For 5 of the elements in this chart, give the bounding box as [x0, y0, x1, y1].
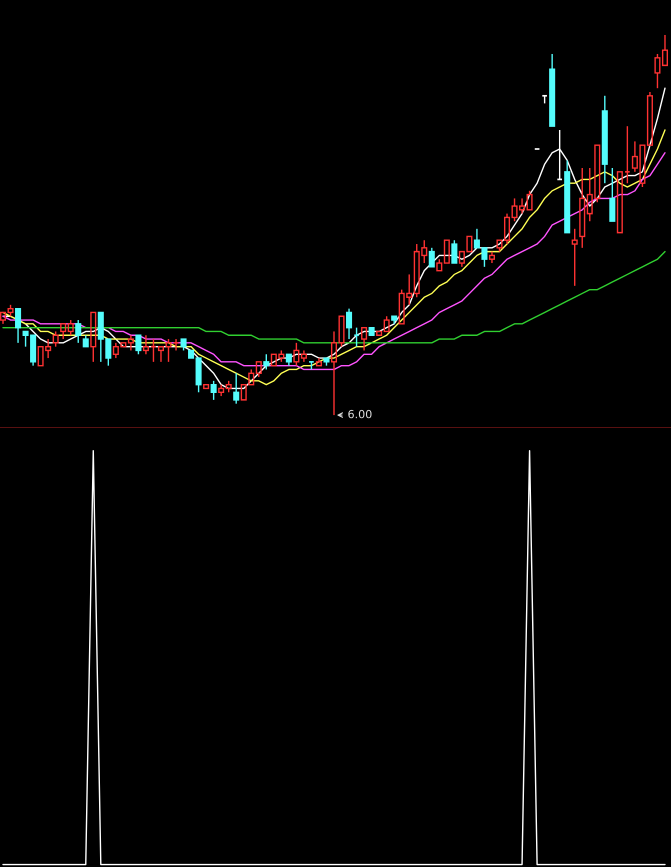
candlestick [142, 334, 149, 355]
candlestick [353, 326, 360, 348]
candlestick [602, 95, 608, 184]
annotation: 6.00 [348, 410, 372, 418]
candlestick [572, 228, 578, 287]
